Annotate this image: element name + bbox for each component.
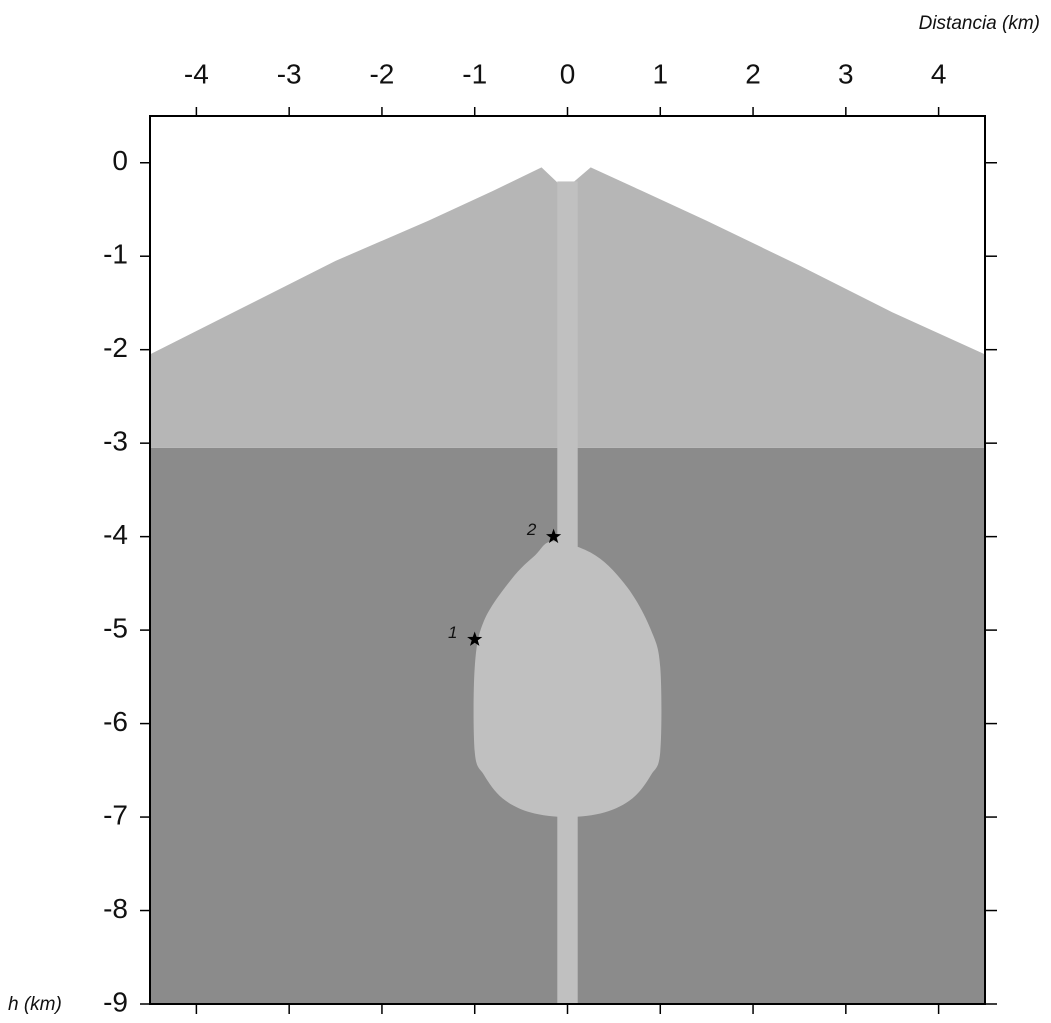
y-tick-label: -7 — [103, 799, 128, 830]
x-tick-label: -1 — [462, 58, 487, 89]
y-tick-label: -4 — [103, 519, 128, 550]
x-tick-label: 1 — [652, 58, 668, 89]
y-tick-label: -1 — [103, 239, 128, 270]
x-tick-label: -2 — [369, 58, 394, 89]
x-tick-label: -4 — [184, 58, 209, 89]
x-tick-label: 2 — [745, 58, 761, 89]
y-tick-label: -2 — [103, 332, 128, 363]
y-axis-label: h (km) — [8, 994, 62, 1015]
x-tick-label: 0 — [560, 58, 576, 89]
chart: Distancia (km) h (km) 1 2 -4 -3 -2 -1 0 1 2 3 4 0 -1… — [0, 0, 1051, 1023]
y-tick-label: -6 — [103, 706, 128, 737]
x-axis-label: Distancia (km) — [919, 13, 1040, 34]
marker-label: 2 — [526, 520, 537, 539]
y-tick-label: -3 — [103, 426, 128, 457]
x-tick-label: 4 — [931, 58, 947, 89]
y-tick-label: 0 — [112, 145, 128, 176]
y-tick-label: -9 — [103, 986, 128, 1017]
y-tick-label: -5 — [103, 612, 128, 643]
x-tick-label: 3 — [838, 58, 854, 89]
y-tick-label: -8 — [103, 893, 128, 924]
marker-label: 1 — [448, 623, 457, 642]
x-tick-label: -3 — [277, 58, 302, 89]
